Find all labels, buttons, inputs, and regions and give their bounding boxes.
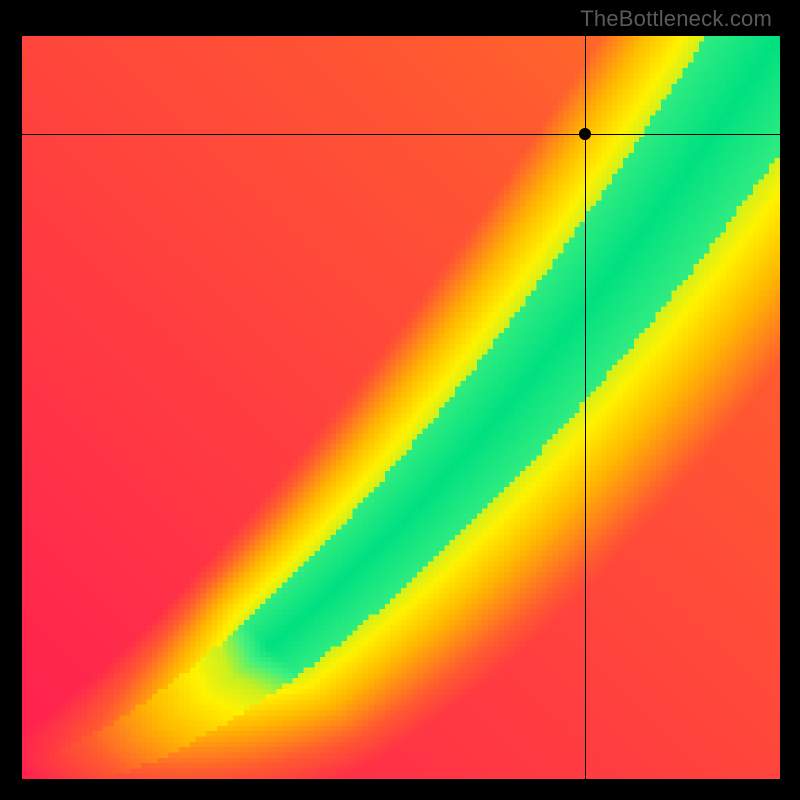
- crosshair-horizontal-line: [22, 134, 780, 135]
- watermark-text: TheBottleneck.com: [580, 6, 772, 32]
- intersection-marker-dot[interactable]: [579, 128, 591, 140]
- crosshair-vertical-line: [585, 36, 586, 779]
- heatmap-canvas: [22, 36, 780, 779]
- heatmap-plot[interactable]: [22, 36, 780, 779]
